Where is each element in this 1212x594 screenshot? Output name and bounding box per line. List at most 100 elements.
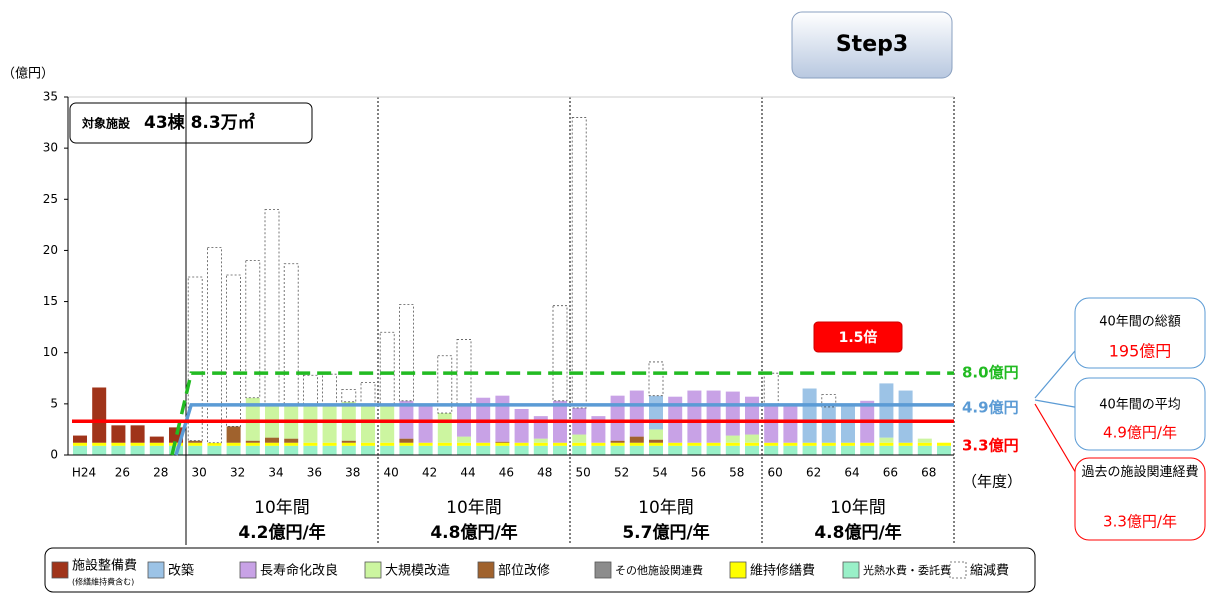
x-tick-label: 50 — [576, 466, 591, 480]
bar-segment — [149, 445, 164, 455]
bar-segment — [188, 445, 203, 455]
bar-segment — [572, 442, 587, 446]
bar-segment — [149, 436, 164, 443]
bar-segment — [745, 396, 759, 435]
bar-segment — [610, 395, 625, 441]
x-tick-label: 64 — [844, 466, 859, 480]
bar-segment — [284, 442, 299, 446]
callout-title: 過去の施設関連経費 — [1081, 465, 1199, 480]
facility-value: 43棟 8.3万㎡ — [144, 112, 255, 133]
bar-segment — [302, 374, 318, 405]
bar-segment — [591, 445, 606, 455]
x-tick-label: 40 — [384, 466, 399, 480]
legend-swatch — [239, 561, 257, 579]
bar-segment — [437, 413, 452, 443]
bar-segment — [92, 445, 107, 455]
x-tick-label: 60 — [768, 466, 783, 480]
bar-segment — [265, 445, 279, 455]
y-tick-label: 0 — [50, 448, 58, 462]
bar-segment — [111, 442, 126, 446]
bar-segment — [937, 442, 951, 446]
bar-segment — [360, 381, 376, 405]
bar-segment — [629, 436, 644, 443]
bar-segment — [418, 403, 433, 443]
step-label: Step3 — [836, 32, 908, 57]
y-tick-label: 20 — [43, 243, 58, 257]
legend-swatch — [729, 561, 747, 579]
bar-segment — [649, 429, 663, 440]
bar-segment — [226, 274, 242, 427]
bar-segment — [514, 408, 529, 443]
bar-segment — [226, 426, 241, 443]
x-tick-label: 26 — [115, 466, 130, 480]
bar-segment — [188, 442, 203, 446]
bar-segment — [476, 445, 491, 455]
bar-segment — [706, 445, 721, 455]
bar-segment — [207, 442, 222, 446]
bar-segment — [879, 383, 894, 438]
bar-segment — [860, 442, 875, 446]
bar-segment — [591, 442, 606, 446]
x-tick-label: 68 — [921, 466, 936, 480]
bar-segment — [188, 440, 203, 443]
bar-segment — [322, 445, 337, 455]
x-tick-label: 48 — [537, 466, 552, 480]
bar-segment — [398, 304, 414, 402]
legend-swatch — [147, 561, 165, 579]
bar-segment — [495, 442, 510, 446]
period-label: 10年間 — [638, 498, 694, 518]
bar-segment — [802, 445, 817, 455]
reference-line — [170, 371, 954, 456]
bar-segment — [687, 442, 702, 446]
y-tick-label: 30 — [43, 141, 58, 155]
bar-segment — [917, 442, 932, 446]
legend-label: 部位改修 — [498, 564, 550, 579]
bar-segment — [668, 445, 683, 455]
bar-segment — [418, 445, 433, 455]
x-tick-label: 46 — [499, 466, 514, 480]
x-tick-label: 44 — [460, 466, 475, 480]
legend-swatch — [949, 561, 967, 579]
period-label: 10年間 — [830, 498, 886, 518]
period-average: 4.8億円/年 — [430, 522, 517, 543]
bar-segment — [380, 442, 395, 446]
facility-box — [69, 102, 313, 144]
x-tick-label: 42 — [422, 466, 437, 480]
period-average: 5.7億円/年 — [622, 522, 709, 543]
bar-segment — [437, 445, 452, 455]
bar-segment — [322, 442, 337, 446]
period-average: 4.8億円/年 — [814, 522, 901, 543]
callout-value: 195億円 — [1109, 342, 1172, 361]
bar-segment — [265, 442, 279, 446]
bar-segment — [552, 305, 568, 402]
bar-segment — [265, 437, 279, 443]
bar-segment — [841, 403, 855, 443]
bar-segment — [380, 445, 395, 455]
callout-connectors — [1034, 344, 1081, 481]
period-label: 10年間 — [254, 498, 310, 518]
bar-segment — [783, 442, 798, 446]
legend-swatch — [594, 561, 612, 579]
legend-swatch — [364, 561, 382, 579]
x-tick-label: 28 — [153, 466, 168, 480]
bar-segment — [571, 117, 587, 409]
bar-segment — [841, 442, 855, 446]
callout-box — [1074, 297, 1206, 369]
bar-segment — [629, 390, 644, 437]
bar-segment — [341, 440, 356, 443]
bar-segment — [111, 425, 126, 443]
bar-segment — [149, 442, 164, 446]
bar-segment — [92, 442, 107, 446]
bar-segment — [73, 445, 87, 455]
bar-segment — [111, 445, 126, 455]
bar-segment — [495, 395, 510, 442]
x-tick-label: 30 — [192, 466, 207, 480]
bar-segment — [841, 445, 855, 455]
bar-segment — [476, 442, 491, 446]
x-tick-label: H24 — [72, 466, 96, 480]
bar-segment — [898, 442, 913, 446]
bar-segment — [783, 403, 798, 443]
bar-segment — [399, 445, 414, 455]
bar-segment — [130, 425, 145, 443]
bar-segment — [706, 442, 721, 446]
